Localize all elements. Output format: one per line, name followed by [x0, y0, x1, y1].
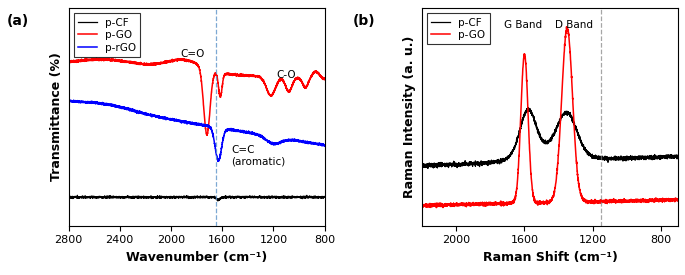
Text: D Band: D Band: [555, 20, 593, 30]
p-CF: [436, 163, 444, 166]
p-GO: [562, 25, 571, 29]
p-GO: [436, 202, 444, 206]
p-rGO: [97, 101, 105, 105]
Y-axis label: Raman Intensity (a. u.): Raman Intensity (a. u.): [403, 36, 416, 198]
Line: p-rGO: p-rGO: [68, 100, 325, 161]
p-GO: [203, 134, 211, 137]
p-CF: [276, 196, 284, 200]
X-axis label: Wavenumber (cm⁻¹): Wavenumber (cm⁻¹): [126, 251, 267, 264]
p-CF: [558, 116, 566, 119]
p-CF: [674, 154, 682, 157]
p-rGO: [223, 128, 231, 131]
X-axis label: Raman Shift (cm⁻¹): Raman Shift (cm⁻¹): [483, 251, 617, 264]
p-GO: [558, 101, 566, 104]
p-GO: [674, 197, 682, 200]
p-GO: [92, 57, 101, 60]
Line: p-GO: p-GO: [405, 27, 678, 208]
p-rGO: [64, 98, 73, 102]
Text: C=C
(aromatic): C=C (aromatic): [231, 145, 286, 167]
p-CF: [69, 195, 77, 199]
Text: C=O: C=O: [181, 49, 205, 59]
p-rGO: [291, 139, 299, 142]
Text: (b): (b): [353, 14, 375, 28]
p-CF: [643, 155, 651, 158]
p-CF: [401, 166, 409, 169]
p-GO: [211, 71, 219, 75]
p-GO: [432, 206, 440, 209]
p-GO: [223, 72, 231, 76]
p-CF: [97, 195, 105, 199]
p-CF: [406, 164, 414, 167]
p-GO: [401, 204, 409, 208]
p-GO: [406, 205, 414, 208]
Legend: p-CF, p-GO, p-rGO: p-CF, p-GO, p-rGO: [74, 13, 140, 57]
p-GO: [97, 58, 105, 61]
p-CF: [214, 199, 222, 202]
p-CF: [627, 155, 635, 159]
p-GO: [64, 61, 73, 64]
Text: C-O: C-O: [277, 70, 296, 80]
p-GO: [643, 199, 651, 203]
p-rGO: [64, 99, 73, 102]
p-rGO: [276, 141, 284, 144]
p-GO: [69, 60, 77, 63]
p-CF: [291, 196, 299, 199]
p-CF: [64, 196, 73, 199]
p-CF: [73, 194, 82, 197]
p-rGO: [69, 99, 77, 102]
p-GO: [291, 78, 299, 81]
p-CF: [223, 196, 231, 199]
p-rGO: [214, 160, 222, 163]
Text: G Band: G Band: [503, 20, 542, 30]
p-CF: [405, 167, 413, 171]
p-rGO: [211, 145, 219, 149]
Line: p-CF: p-CF: [68, 195, 325, 201]
p-CF: [321, 195, 329, 199]
p-CF: [211, 196, 219, 200]
p-GO: [627, 199, 635, 202]
Y-axis label: Transmittance (%): Transmittance (%): [50, 53, 63, 181]
p-CF: [569, 120, 577, 123]
p-CF: [524, 106, 532, 109]
Text: (a): (a): [7, 14, 29, 28]
p-GO: [276, 78, 284, 81]
Line: p-GO: p-GO: [68, 58, 325, 135]
Legend: p-CF, p-GO: p-CF, p-GO: [427, 13, 490, 44]
p-GO: [569, 110, 577, 113]
p-GO: [321, 78, 329, 81]
Line: p-CF: p-CF: [405, 108, 678, 169]
p-rGO: [321, 144, 329, 147]
